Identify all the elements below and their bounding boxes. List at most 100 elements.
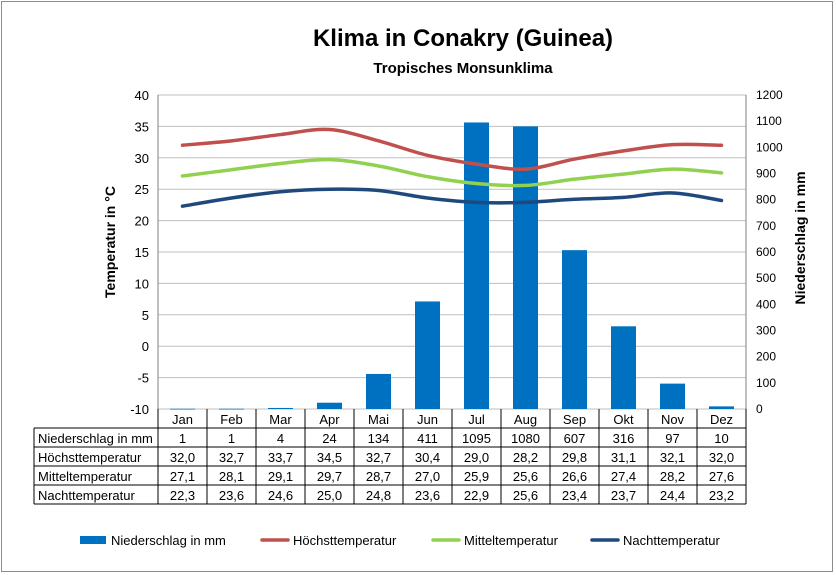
table-cell: 134 (368, 431, 390, 446)
table-cell: 27,1 (170, 469, 195, 484)
month-label: Sep (563, 412, 586, 427)
table-cell: 23,6 (219, 488, 244, 503)
right-tick-label: 500 (756, 271, 776, 285)
table-cell: 24,8 (366, 488, 391, 503)
table-cell: 411 (417, 431, 438, 446)
precipitation-bar (268, 407, 293, 409)
chart-subtitle: Tropisches Monsunklima (373, 60, 553, 77)
table-cell: 34,5 (317, 450, 342, 465)
table-cell: 22,9 (464, 488, 489, 503)
left-axis-title: Temperatur in °C (102, 186, 118, 298)
table-row-label: Niederschlag in mm (38, 431, 153, 446)
left-tick-label: 40 (135, 88, 149, 103)
table-cell: 25,0 (317, 488, 342, 503)
right-tick-label: 1200 (756, 88, 783, 102)
left-tick-label: 25 (135, 182, 149, 197)
precipitation-bar (219, 408, 244, 410)
table-cell: 29,0 (464, 450, 489, 465)
month-label: Apr (319, 412, 340, 427)
legend-label: Mitteltemperatur (464, 533, 559, 548)
table-cell: 32,7 (219, 450, 244, 465)
precipitation-bars (170, 122, 734, 410)
month-label: Jun (417, 412, 438, 427)
table-cell: 24 (322, 431, 336, 446)
left-tick-label: 30 (135, 151, 149, 166)
table-cell: 29,7 (317, 469, 342, 484)
month-label: Feb (220, 412, 242, 427)
table-cell: 25,9 (464, 469, 489, 484)
table-cell: 23,4 (562, 488, 587, 503)
precipitation-bar (709, 406, 734, 409)
axis-ticks: 4035302520151050-5-101200110010009008007… (130, 88, 783, 417)
month-label: Jan (172, 412, 193, 427)
table-cell: 22,3 (170, 488, 195, 503)
month-label: Mai (368, 412, 389, 427)
precipitation-bar (317, 402, 342, 409)
month-label: Nov (661, 412, 685, 427)
month-label: Aug (514, 412, 537, 427)
gridlines (157, 94, 747, 410)
precipitation-bar (464, 122, 489, 409)
table-cell: 33,7 (268, 450, 293, 465)
table-cell: 1095 (462, 431, 491, 446)
legend: Niederschlag in mm Höchsttemperatur Mittel… (80, 533, 720, 548)
month-label: Mar (269, 412, 292, 427)
table-cell: 25,6 (513, 469, 538, 484)
table-cell: 24,4 (660, 488, 685, 503)
left-tick-label: 15 (135, 245, 149, 260)
right-tick-label: 600 (756, 245, 776, 259)
table-cell: 23,7 (611, 488, 636, 503)
legend-label: Höchsttemperatur (293, 533, 397, 548)
precipitation-bar (660, 383, 685, 409)
table-cell: 28,1 (219, 469, 244, 484)
right-tick-label: 0 (756, 402, 763, 416)
right-tick-label: 400 (756, 297, 776, 311)
table-cell: 27,6 (709, 469, 734, 484)
table-cell: 32,0 (709, 450, 734, 465)
precipitation-bar (513, 126, 538, 410)
right-tick-label: 1000 (756, 140, 783, 154)
h-chsttemperatur-line (180, 127, 724, 171)
chart-title: Klima in Conakry (Guinea) (313, 25, 613, 52)
right-tick-label: 200 (756, 350, 776, 364)
table-row-label: Höchsttemperatur (38, 450, 142, 465)
left-tick-label: 10 (135, 276, 149, 291)
table-cell: 28,2 (513, 450, 538, 465)
table-cell: 1 (179, 431, 186, 446)
table-cell: 316 (613, 431, 635, 446)
table-cell: 97 (665, 431, 679, 446)
table-cell: 28,2 (660, 469, 685, 484)
temperature-lines (180, 127, 724, 208)
right-tick-label: 100 (756, 376, 776, 390)
left-tick-label: -10 (130, 402, 149, 417)
right-tick-label: 300 (756, 324, 776, 338)
month-label: Okt (613, 412, 634, 427)
left-tick-label: 35 (135, 119, 149, 134)
precipitation-bar (562, 250, 587, 409)
table-cell: 32,0 (170, 450, 195, 465)
table-cell: 29,8 (562, 450, 587, 465)
table-cell: 23,2 (709, 488, 734, 503)
table-cell: 31,1 (611, 450, 636, 465)
table-cell: 27,4 (611, 469, 636, 484)
table-cell: 10 (714, 431, 728, 446)
right-tick-label: 700 (756, 219, 776, 233)
right-tick-label: 900 (756, 167, 776, 181)
table-cell: 4 (277, 431, 284, 446)
precipitation-bar (415, 301, 440, 409)
precipitation-bar (366, 373, 391, 409)
right-tick-label: 1100 (756, 114, 782, 128)
left-tick-label: 20 (135, 214, 149, 229)
right-axis-title: Niederschlag in mm (792, 171, 808, 304)
table-cell: 32,7 (366, 450, 391, 465)
table-cell: 30,4 (415, 450, 440, 465)
legend-swatch (80, 536, 106, 544)
table-cell: 29,1 (268, 469, 293, 484)
precipitation-bar (611, 326, 636, 409)
precipitation-bar (170, 408, 195, 410)
legend-label: Niederschlag in mm (111, 533, 226, 548)
legend-label: Nachttemperatur (623, 533, 720, 548)
data-table: Jan Feb Mar Apr Mai Jun Jul Aug Sep Okt Nov Dez Nied… (33, 409, 747, 505)
